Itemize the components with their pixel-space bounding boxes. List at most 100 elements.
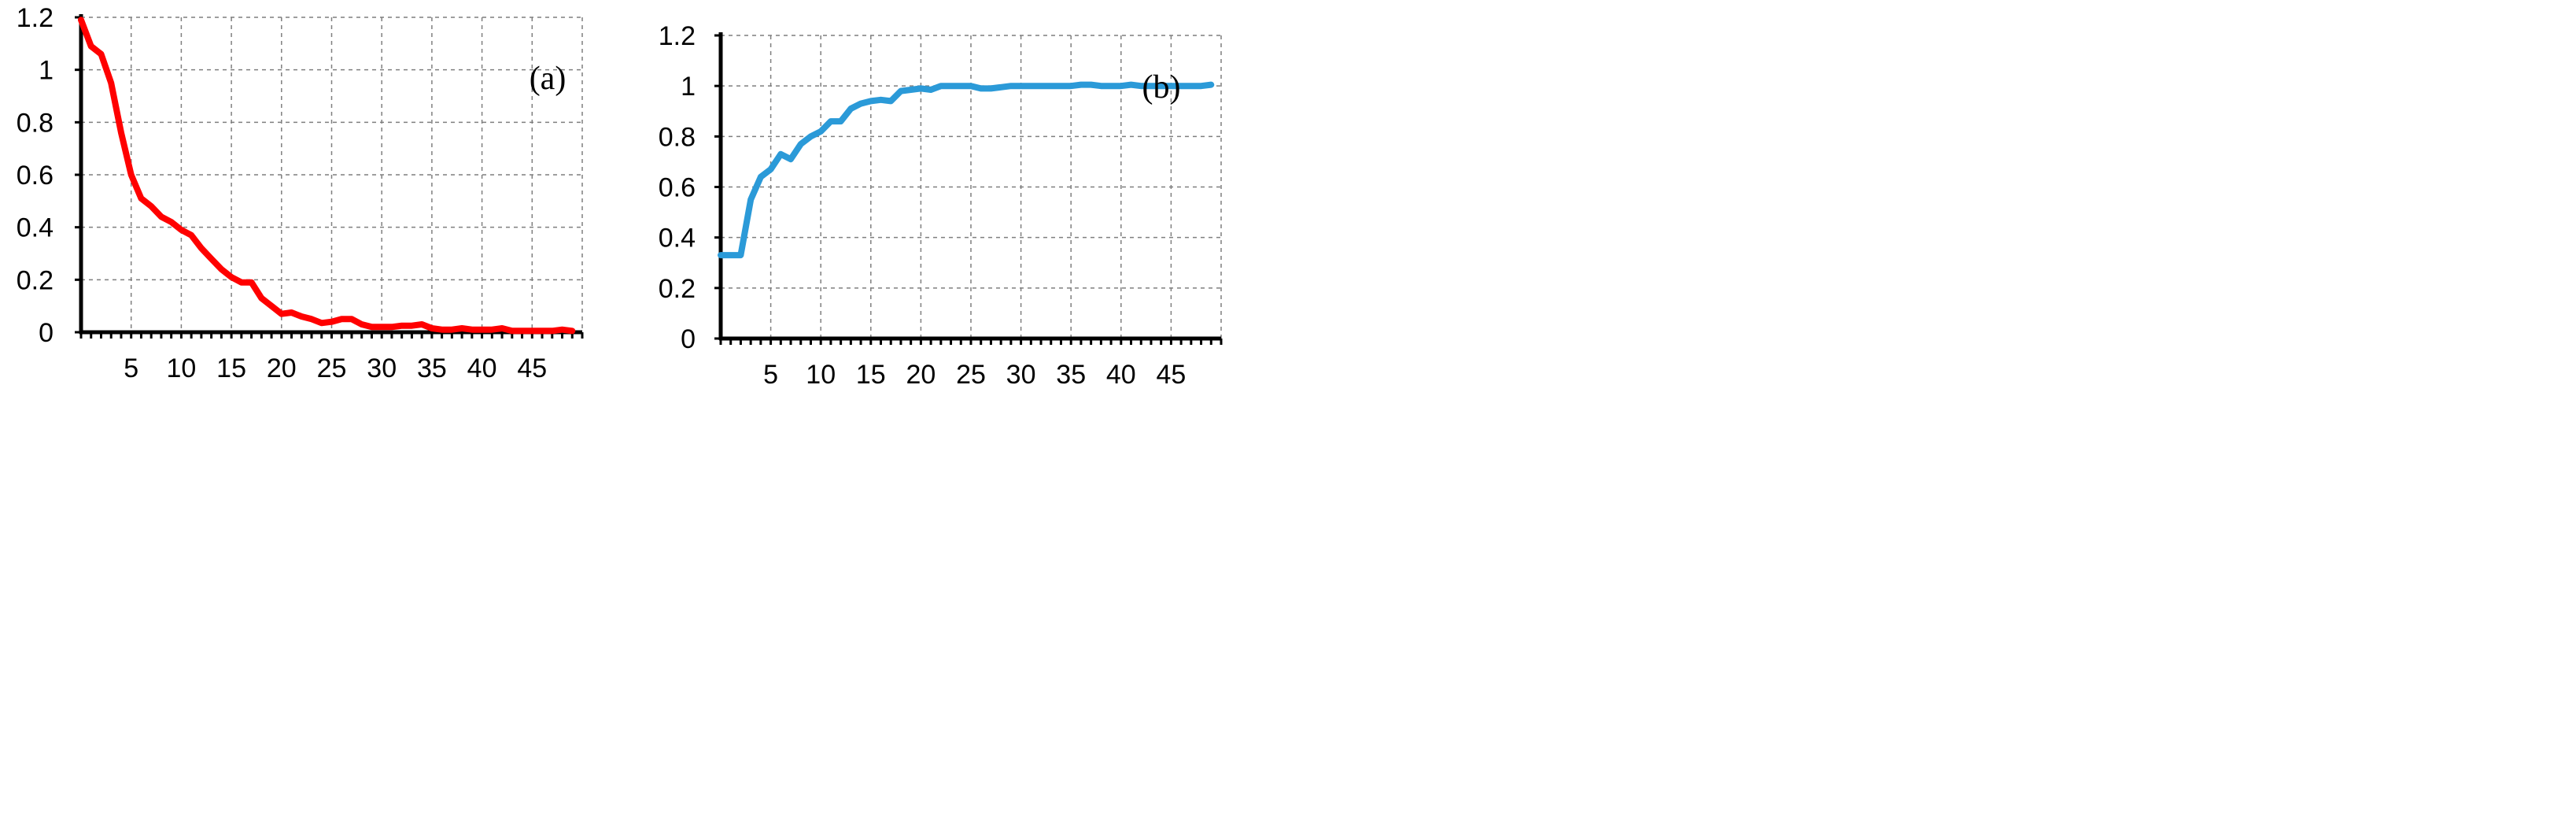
data-point: [549, 328, 555, 334]
data-point: [368, 324, 375, 330]
data-point: [249, 279, 255, 286]
data-point: [1208, 82, 1214, 88]
data-point: [1078, 82, 1084, 88]
data-point: [138, 195, 144, 202]
data-point: [78, 17, 84, 23]
data-point: [338, 316, 345, 322]
data-point: [168, 219, 175, 225]
data-point: [868, 98, 874, 104]
data-points: [78, 17, 575, 334]
data-point: [917, 85, 924, 91]
x-tick-label: 40: [1106, 360, 1136, 390]
data-point: [279, 311, 285, 317]
y-tick-label: 0: [681, 324, 696, 354]
data-point: [878, 97, 884, 103]
data-point: [319, 320, 325, 326]
data-point: [948, 83, 954, 89]
data-point: [408, 323, 415, 329]
data-point: [1108, 83, 1114, 89]
data-points: [718, 82, 1214, 259]
x-tick-label: 35: [1056, 360, 1086, 390]
data-point: [118, 130, 124, 136]
x-tick-label: 40: [467, 353, 497, 383]
data-point: [539, 328, 545, 334]
data-point: [1038, 83, 1044, 89]
data-point: [817, 128, 824, 135]
data-point: [228, 274, 234, 280]
y-tick-label: 0: [39, 318, 54, 348]
data-point: [928, 87, 934, 93]
data-point: [1128, 82, 1135, 88]
grid: [81, 17, 583, 332]
data-point: [429, 325, 435, 331]
x-tick-label: 10: [806, 360, 836, 390]
data-point: [838, 118, 844, 124]
data-point: [399, 323, 405, 329]
data-point: [108, 80, 114, 86]
data-point: [268, 303, 275, 309]
y-tick-label: 1: [39, 56, 54, 86]
data-point: [349, 316, 355, 322]
data-point: [378, 324, 385, 330]
data-point: [768, 166, 774, 172]
data-point: [128, 172, 135, 178]
chart-panel-b: 0 0.2 0.4 0.6 0.8 1 1.2 5 10 15 20 25 30 35 40 45 (b): [659, 21, 1223, 390]
data-point: [178, 227, 184, 233]
data-point: [1008, 83, 1014, 89]
data-point: [459, 325, 465, 331]
y-tick-label: 0.2: [17, 265, 54, 295]
data-point: [847, 105, 854, 112]
data-point: [858, 101, 864, 107]
data-point: [978, 85, 984, 91]
data-point: [98, 51, 104, 57]
data-point: [479, 327, 485, 333]
x-tick-label: 15: [856, 360, 886, 390]
data-point: [529, 328, 535, 334]
y-tick-label: 0.4: [659, 224, 696, 254]
data-point: [1198, 83, 1205, 89]
data-point: [439, 327, 445, 333]
x-tick-label: 30: [367, 353, 397, 383]
y-tick-label: 0.6: [659, 173, 696, 203]
data-point: [359, 321, 365, 328]
data-point: [777, 151, 784, 157]
data-point: [737, 252, 744, 258]
x-tick-label: 10: [166, 353, 196, 383]
data-point: [908, 87, 914, 93]
data-point: [998, 84, 1004, 91]
data-point: [489, 327, 495, 333]
data-point: [987, 85, 994, 91]
data-point: [148, 203, 154, 209]
panel-label-b: (b): [1142, 69, 1181, 105]
data-point: [509, 328, 515, 334]
data-point: [798, 141, 804, 147]
data-point: [898, 88, 904, 94]
x-tick-label: 5: [124, 353, 138, 383]
data-point: [569, 328, 575, 334]
data-point: [258, 295, 264, 302]
y-tick-label: 0.8: [17, 108, 54, 138]
data-point: [289, 309, 295, 316]
y-tick-label: 0.8: [659, 122, 696, 152]
data-point: [329, 319, 335, 325]
x-tick-label: 20: [906, 360, 936, 390]
data-point: [958, 83, 964, 89]
x-tick-label: 15: [216, 353, 246, 383]
data-point: [1188, 83, 1194, 89]
data-point: [88, 43, 94, 50]
data-point: [519, 328, 526, 334]
y-tick-label: 1.2: [659, 21, 696, 51]
data-point: [788, 156, 794, 162]
data-point: [747, 197, 754, 203]
panel-label-a: (a): [530, 61, 566, 97]
data-point: [888, 98, 894, 104]
data-point: [1098, 83, 1104, 89]
x-tick-label: 5: [763, 360, 778, 390]
data-point: [158, 213, 164, 220]
y-tick-label: 1.2: [17, 3, 54, 33]
series-line-b: [718, 81, 1215, 259]
x-tick-label: 30: [1006, 360, 1036, 390]
y-tick-label: 0.4: [17, 213, 54, 243]
data-point: [968, 83, 974, 89]
x-tick-label: 25: [317, 353, 347, 383]
